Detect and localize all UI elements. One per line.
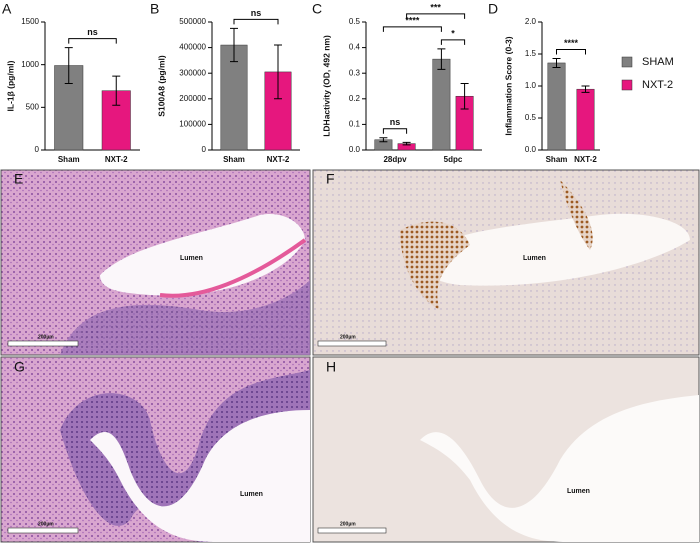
histology-panel: G Lumen 200µm <box>0 356 311 543</box>
epithelium <box>159 238 307 298</box>
bar <box>220 44 248 151</box>
y-tick-label: 200000 <box>179 94 206 103</box>
y-tick-label: 1.5 <box>525 49 537 58</box>
scale-bar <box>7 527 79 534</box>
lumen <box>100 214 305 296</box>
panel-label: E <box>14 171 23 187</box>
y-tick-label: 0 <box>35 145 40 154</box>
legend-label: SHAM <box>642 56 674 68</box>
panel-label: G <box>14 359 25 375</box>
significance-label: ns <box>390 117 401 127</box>
bar <box>432 58 451 151</box>
panel-label: B <box>150 1 159 17</box>
stain <box>560 180 593 250</box>
panel-label: A <box>2 1 12 17</box>
y-tick-label: 0.0 <box>525 145 537 154</box>
significance-bracket <box>382 128 408 134</box>
error-bar <box>379 137 388 143</box>
panel-label: D <box>488 1 498 17</box>
bar <box>547 62 566 151</box>
lumen-label: Lumen <box>567 488 590 495</box>
tissue <box>60 280 310 355</box>
y-tick-label: 100000 <box>179 120 206 129</box>
histology-panel: E Lumen 200µm <box>0 169 311 356</box>
x-tick-label: 28dpv <box>383 155 407 164</box>
histology-panel: F Lumen 200µm <box>312 169 700 356</box>
scale-bar <box>7 340 79 347</box>
y-tick-label: 1500 <box>21 17 39 26</box>
significance-label: * <box>451 28 455 38</box>
significance-bracket <box>440 39 466 45</box>
error-bar <box>552 57 561 68</box>
error-bar <box>437 48 446 70</box>
y-tick-label: 0.4 <box>349 43 361 52</box>
significance-label: ns <box>251 8 262 18</box>
significance-bracket <box>406 13 466 19</box>
y-axis-label: IL-1β (pg/ml) <box>5 60 15 111</box>
error-bar <box>64 47 73 84</box>
y-tick-label: 1000 <box>21 60 39 69</box>
error-bar <box>112 75 121 106</box>
error-bar <box>581 85 590 93</box>
error-bar <box>402 141 411 146</box>
scale-bar <box>317 340 387 347</box>
lumen-label: Lumen <box>180 255 203 262</box>
significance-label: *** <box>430 2 441 12</box>
y-tick-label: 400000 <box>179 43 206 52</box>
lumen-label: Lumen <box>523 255 546 262</box>
scale-bar-label: 200µm <box>38 521 54 527</box>
error-bar <box>460 82 469 110</box>
legend-swatch <box>621 79 633 91</box>
y-tick-label: 2.0 <box>525 17 537 26</box>
panel-label: F <box>326 171 335 187</box>
y-tick-label: 0.2 <box>349 94 361 103</box>
lumen <box>420 213 690 286</box>
x-tick-label: Sham <box>223 155 245 164</box>
y-axis-label: S100A8 (pg/ml) <box>156 55 166 117</box>
panel-label: H <box>326 359 336 375</box>
x-tick-label: NXT-2 <box>574 155 597 164</box>
y-tick-label: 0.0 <box>349 145 361 154</box>
legend-label: NXT-2 <box>642 79 673 91</box>
significance-bracket <box>233 18 279 25</box>
histology-panel: H Lumen 200µm <box>312 356 700 543</box>
panel-label: C <box>312 1 322 17</box>
error-bar <box>230 27 238 63</box>
y-tick-label: 0.3 <box>349 68 361 77</box>
significance-bracket <box>382 26 442 32</box>
x-tick-label: Sham <box>546 155 568 164</box>
x-tick-label: Sham <box>58 155 80 164</box>
y-tick-label: 0.1 <box>349 120 361 129</box>
y-tick-label: 0 <box>202 145 207 154</box>
lumen-label: Lumen <box>240 491 263 498</box>
significance-label: ns <box>87 27 98 37</box>
error-bar <box>274 44 282 100</box>
y-tick-label: 0.5 <box>525 113 537 122</box>
y-tick-label: 500000 <box>179 17 206 26</box>
y-tick-label: 0.5 <box>349 17 361 26</box>
significance-bracket <box>68 38 117 44</box>
significance-label: **** <box>564 38 579 48</box>
x-tick-label: 5dpc <box>444 155 463 164</box>
legend-swatch <box>621 56 633 68</box>
significance-bracket <box>556 48 586 55</box>
y-axis-label: Inflammation Score (0-3) <box>503 36 513 135</box>
y-tick-label: 500 <box>26 102 40 111</box>
significance-label: **** <box>405 15 420 25</box>
x-tick-label: NXT-2 <box>267 155 290 164</box>
x-tick-label: NXT-2 <box>105 155 128 164</box>
y-tick-label: 300000 <box>179 68 206 77</box>
scale-bar-label: 200µm <box>340 334 356 340</box>
lumen <box>90 410 310 542</box>
scale-bar-label: 200µm <box>340 521 356 527</box>
lumen <box>420 395 699 542</box>
stain <box>400 221 470 310</box>
scale-bar-label: 200µm <box>38 334 54 340</box>
y-axis-label: LDHactivity (OD, 492 nm) <box>321 35 331 137</box>
bar <box>576 88 595 151</box>
y-tick-label: 1.0 <box>525 81 537 90</box>
scale-bar <box>317 527 387 534</box>
